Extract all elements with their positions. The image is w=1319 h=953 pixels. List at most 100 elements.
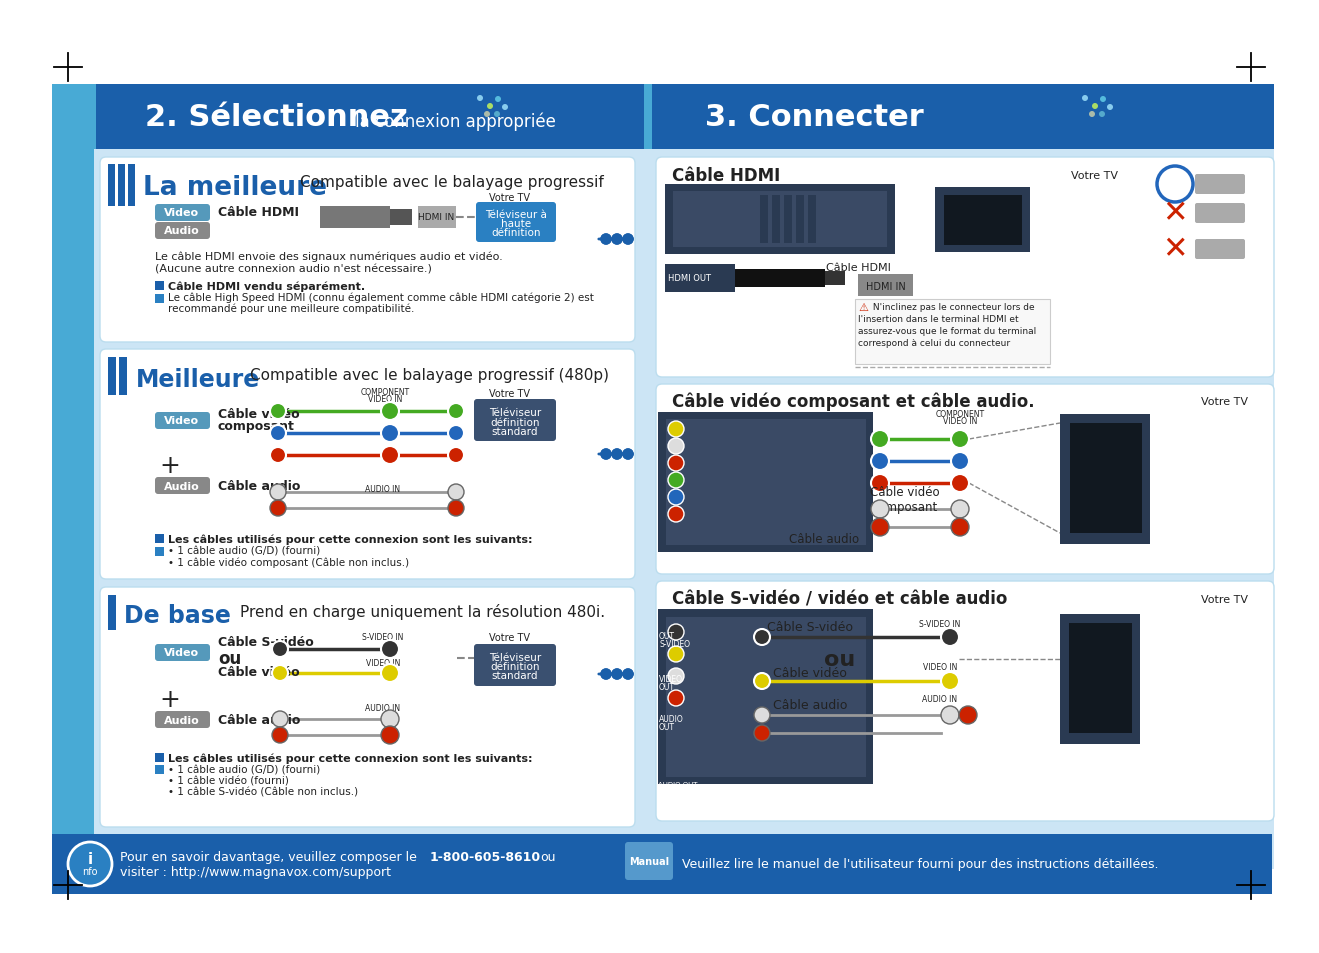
Circle shape bbox=[381, 402, 400, 420]
Text: Votre TV: Votre TV bbox=[1202, 595, 1248, 604]
Text: Votre TV: Votre TV bbox=[1202, 396, 1248, 407]
Bar bbox=[857, 274, 913, 296]
FancyBboxPatch shape bbox=[156, 205, 210, 222]
Text: correspond à celui du connecteur: correspond à celui du connecteur bbox=[857, 339, 1010, 348]
Text: Câble HDMI: Câble HDMI bbox=[671, 167, 781, 185]
FancyBboxPatch shape bbox=[156, 711, 210, 728]
Text: Téléviseur: Téléviseur bbox=[489, 652, 541, 662]
Circle shape bbox=[270, 448, 286, 463]
Circle shape bbox=[495, 97, 501, 103]
Circle shape bbox=[381, 447, 400, 464]
Circle shape bbox=[601, 450, 611, 459]
Bar bbox=[321, 207, 390, 229]
Text: COMPONENT: COMPONENT bbox=[658, 558, 703, 564]
Text: 3. Connecter: 3. Connecter bbox=[704, 103, 923, 132]
Text: Câble audio: Câble audio bbox=[789, 533, 859, 546]
Circle shape bbox=[477, 96, 483, 102]
Text: Câble HDMI: Câble HDMI bbox=[826, 263, 890, 273]
Bar bbox=[418, 207, 456, 229]
Text: • 1 câble audio (G/D) (fourni): • 1 câble audio (G/D) (fourni) bbox=[168, 765, 321, 775]
FancyBboxPatch shape bbox=[656, 158, 1274, 377]
Bar bbox=[795, 195, 805, 244]
Bar bbox=[666, 419, 867, 545]
Bar bbox=[108, 165, 115, 207]
Circle shape bbox=[1099, 112, 1105, 118]
FancyBboxPatch shape bbox=[474, 644, 557, 686]
Text: Les câbles utilisés pour cette connexion sont les suivants:: Les câbles utilisés pour cette connexion… bbox=[168, 535, 533, 545]
Bar bbox=[1068, 623, 1132, 733]
Circle shape bbox=[448, 403, 464, 419]
Text: S-VIDEO: S-VIDEO bbox=[660, 639, 690, 649]
Circle shape bbox=[495, 112, 500, 118]
Text: Câble S-vidéo: Câble S-vidéo bbox=[218, 636, 314, 649]
Text: ou: ou bbox=[539, 851, 555, 863]
Text: Câble S-vidéo: Câble S-vidéo bbox=[768, 620, 853, 634]
Circle shape bbox=[667, 490, 685, 505]
Bar bbox=[1060, 615, 1140, 744]
Text: la connexion appropriée: la connexion appropriée bbox=[355, 112, 555, 132]
Circle shape bbox=[448, 500, 464, 517]
Circle shape bbox=[69, 842, 112, 886]
Text: Câble HDMI: Câble HDMI bbox=[218, 206, 299, 219]
Bar bbox=[855, 299, 1050, 365]
Circle shape bbox=[754, 725, 770, 741]
Circle shape bbox=[871, 453, 889, 471]
Text: De base: De base bbox=[124, 603, 231, 627]
Text: ⚠: ⚠ bbox=[857, 303, 868, 313]
Circle shape bbox=[612, 450, 623, 459]
FancyBboxPatch shape bbox=[656, 581, 1274, 821]
Bar bbox=[665, 265, 735, 293]
Text: Le câble HDMI envoie des signaux numériques audio et vidéo.: Le câble HDMI envoie des signaux numériq… bbox=[156, 252, 503, 262]
FancyBboxPatch shape bbox=[156, 223, 210, 240]
Text: • 1 câble audio (G/D) (fourni): • 1 câble audio (G/D) (fourni) bbox=[168, 546, 321, 557]
Text: +: + bbox=[160, 454, 181, 477]
Circle shape bbox=[612, 234, 623, 245]
Circle shape bbox=[667, 456, 685, 472]
Text: AUDIO: AUDIO bbox=[660, 715, 683, 723]
Circle shape bbox=[1157, 167, 1192, 203]
Text: HDMI OUT: HDMI OUT bbox=[673, 254, 723, 265]
Bar bbox=[117, 165, 125, 207]
Text: Câble vidéo: Câble vidéo bbox=[218, 666, 299, 679]
Bar bbox=[650, 85, 1274, 150]
Text: AUDIO OUT: AUDIO OUT bbox=[658, 552, 698, 558]
Circle shape bbox=[270, 484, 286, 500]
Bar bbox=[156, 753, 164, 762]
Text: Les câbles utilisés pour cette connexion sont les suivants:: Les câbles utilisés pour cette connexion… bbox=[168, 753, 533, 763]
Text: Prend en charge uniquement la résolution 480i.: Prend en charge uniquement la résolution… bbox=[240, 603, 605, 619]
Circle shape bbox=[1100, 97, 1107, 103]
Text: Câble vidéo composant et câble audio.: Câble vidéo composant et câble audio. bbox=[671, 393, 1034, 411]
Circle shape bbox=[667, 473, 685, 489]
Text: nfo: nfo bbox=[82, 866, 98, 876]
Text: AUDIO IN: AUDIO IN bbox=[365, 703, 401, 713]
Circle shape bbox=[270, 500, 286, 517]
Circle shape bbox=[487, 104, 493, 110]
Text: l'insertion dans le terminal HDMI et: l'insertion dans le terminal HDMI et bbox=[857, 315, 1018, 324]
Text: Compatible avec le balayage progressif: Compatible avec le balayage progressif bbox=[299, 175, 604, 191]
Text: VIDEO IN: VIDEO IN bbox=[365, 659, 400, 668]
Bar bbox=[1070, 423, 1142, 534]
Circle shape bbox=[601, 669, 611, 679]
Circle shape bbox=[381, 640, 400, 659]
Text: VIDEO IN: VIDEO IN bbox=[368, 395, 402, 404]
Circle shape bbox=[1107, 105, 1113, 111]
Bar bbox=[666, 618, 867, 778]
Text: Votre TV: Votre TV bbox=[489, 633, 530, 642]
Text: • 1 câble S-vidéo (Câble non inclus.): • 1 câble S-vidéo (Câble non inclus.) bbox=[168, 787, 359, 797]
Circle shape bbox=[612, 234, 623, 245]
Text: Meilleure: Meilleure bbox=[136, 368, 260, 392]
Text: AUDIO OUT: AUDIO OUT bbox=[658, 781, 698, 787]
Circle shape bbox=[381, 664, 400, 682]
Text: VIDEO IN: VIDEO IN bbox=[923, 662, 958, 672]
Circle shape bbox=[951, 518, 969, 537]
FancyBboxPatch shape bbox=[625, 842, 673, 880]
Circle shape bbox=[381, 424, 400, 442]
Circle shape bbox=[272, 727, 288, 743]
Circle shape bbox=[1089, 112, 1095, 118]
Bar bbox=[658, 413, 873, 553]
Circle shape bbox=[623, 234, 633, 245]
Text: S-VIDEO IN: S-VIDEO IN bbox=[919, 619, 960, 629]
Circle shape bbox=[667, 438, 685, 455]
Circle shape bbox=[871, 500, 889, 518]
Text: ✕: ✕ bbox=[1162, 235, 1187, 264]
